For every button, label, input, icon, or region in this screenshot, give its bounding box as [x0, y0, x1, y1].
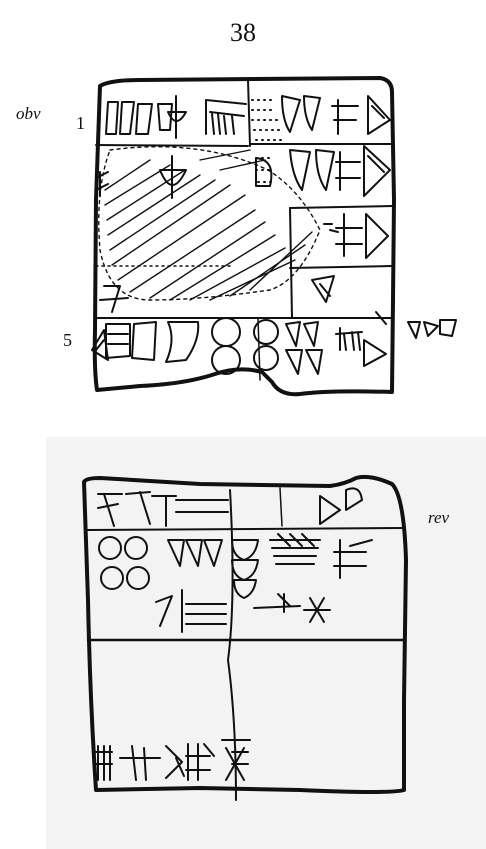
obverse-outline: [92, 76, 396, 397]
obverse-line-1-signs: [105, 95, 391, 139]
obverse-damage-dots: [251, 99, 283, 183]
page-number: 38: [230, 18, 256, 47]
obverse-tablet: [91, 76, 457, 397]
reverse-label: rev: [428, 508, 450, 527]
reverse-line-1-signs: [97, 487, 363, 527]
obverse-line-2-signs: [95, 145, 391, 199]
obverse-line-4-signs: [99, 275, 335, 313]
line-number-1: 1: [76, 113, 85, 133]
obverse-line-ruling: [95, 144, 249, 147]
reverse-line-3-signs: [155, 589, 331, 633]
obverse-line-3-signs: [323, 213, 389, 259]
reverse-line-2-signs: [98, 533, 373, 599]
reverse-outline: [82, 474, 408, 794]
reverse-tablet: [82, 474, 408, 801]
obverse-damage-hatching: [98, 146, 321, 301]
reverse-bottom-signs: [95, 739, 251, 781]
reverse-plate-background: [46, 437, 486, 849]
line-number-5: 5: [63, 330, 72, 350]
obverse-line-5-signs: [91, 311, 457, 375]
obverse-label: obv: [16, 104, 41, 123]
